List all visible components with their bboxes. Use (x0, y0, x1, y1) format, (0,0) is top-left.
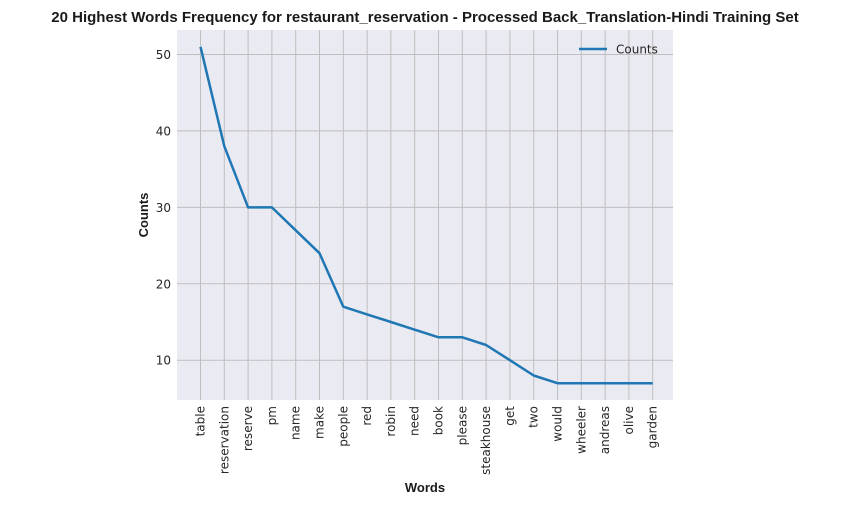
x-tick-label: make (313, 406, 327, 439)
series-layer (199, 46, 653, 385)
x-tick-label: book (432, 406, 446, 435)
x-tick-label: garden (646, 406, 660, 448)
y-tick-label: 10 (156, 354, 171, 368)
legend-label-counts: Counts (616, 43, 658, 57)
x-tick-label: please (455, 406, 469, 445)
x-tick-label: get (503, 406, 517, 426)
x-tick-label: pm (265, 406, 279, 425)
y-tick-labels: 10 20 30 40 50 (156, 48, 171, 368)
x-tick-label: reservation (217, 406, 231, 474)
y-tick-label: 40 (156, 124, 171, 138)
y-tick-label: 20 (156, 277, 171, 291)
x-tick-label: need (408, 406, 422, 436)
x-tick-label: reserve (241, 406, 255, 451)
y-axis-label: Counts (136, 193, 151, 238)
series-line-counts (199, 46, 653, 385)
x-tick-label: name (289, 406, 303, 440)
x-tick-label: two (527, 406, 541, 428)
x-tick-label: table (194, 406, 208, 436)
legend: Counts (579, 43, 658, 57)
y-tick-label: 30 (156, 201, 171, 215)
x-tick-label: steakhouse (479, 406, 493, 475)
x-tick-label: people (336, 406, 350, 447)
x-tick-label: olive (622, 406, 636, 435)
plot-area (177, 30, 673, 400)
x-tick-label: andreas (598, 406, 612, 454)
y-tick-label: 50 (156, 48, 171, 62)
x-tick-labels: table reservation reserve pm name make people r… (194, 406, 660, 475)
x-axis-label: Words (405, 480, 445, 495)
grid-lines (177, 30, 673, 400)
x-tick-label: red (360, 406, 374, 426)
x-tick-label: wheeler (574, 406, 588, 454)
x-tick-label: robin (384, 406, 398, 437)
chart-title: 20 Highest Words Frequency for restauran… (51, 9, 798, 26)
x-tick-label: would (551, 406, 565, 442)
